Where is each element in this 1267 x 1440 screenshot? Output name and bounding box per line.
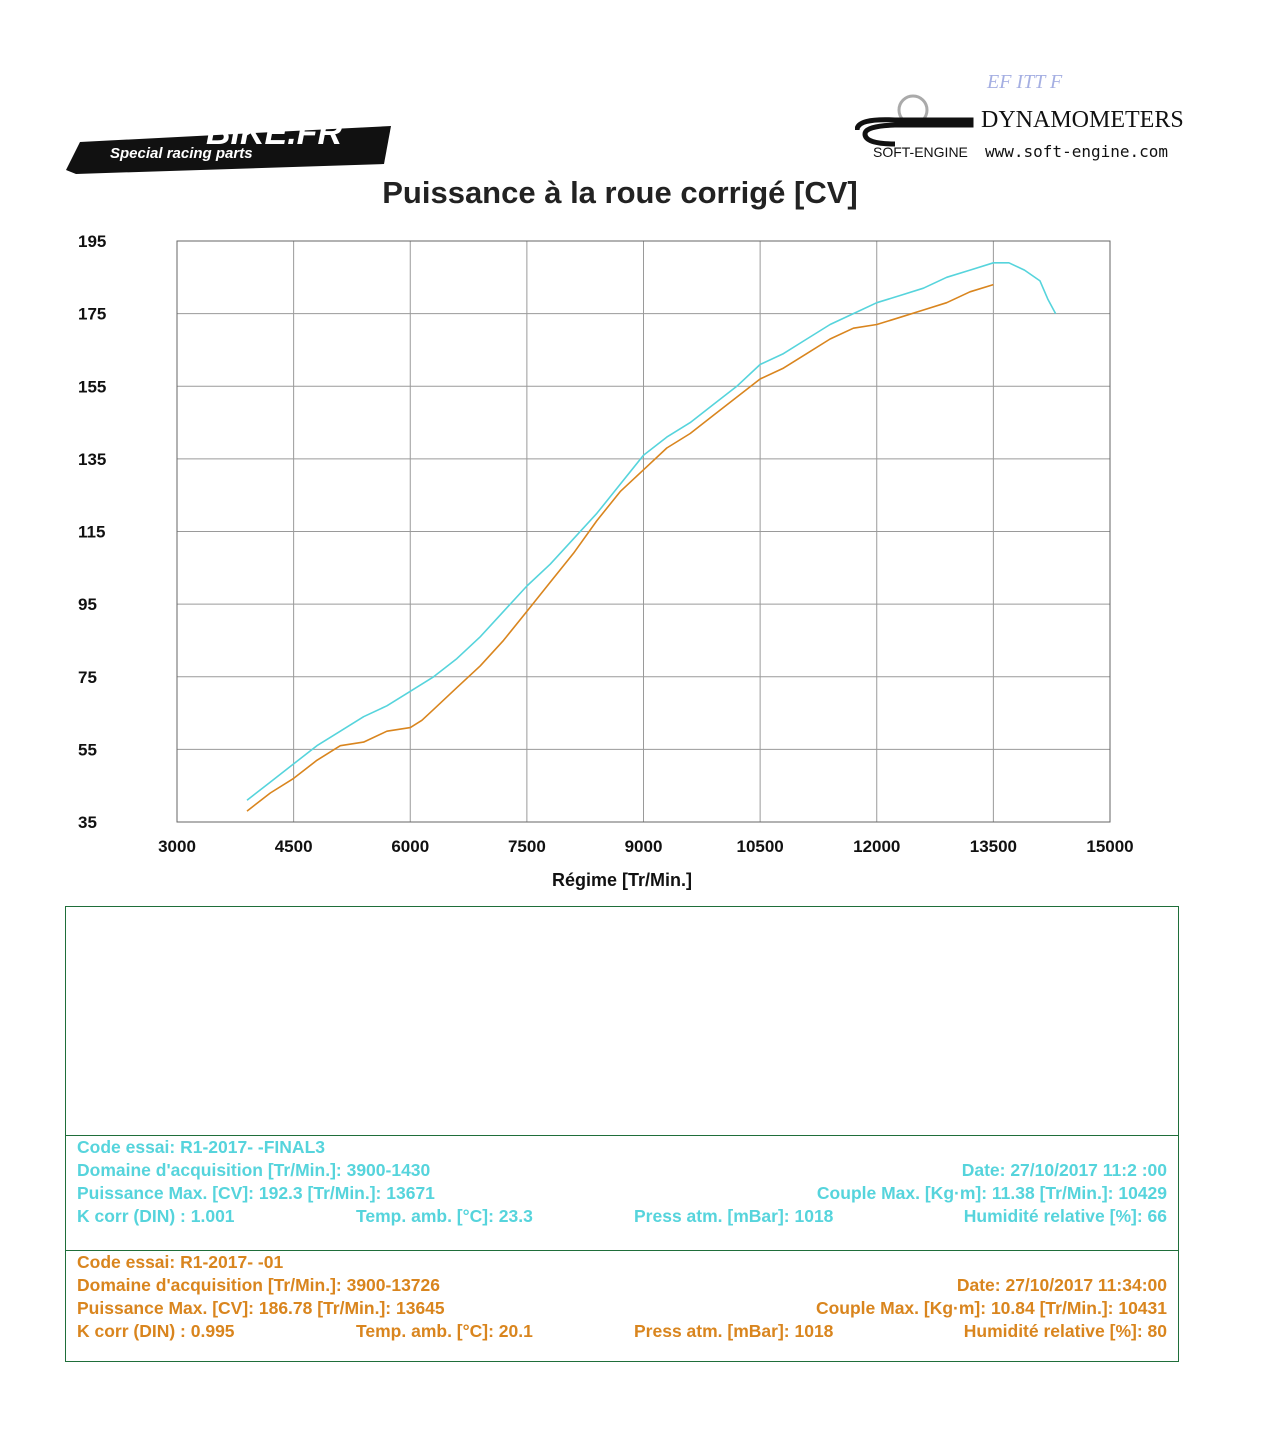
x-axis-title: Régime [Tr/Min.] bbox=[552, 870, 692, 890]
y-tick-label: 135 bbox=[78, 450, 106, 469]
plot-area bbox=[176, 240, 1111, 823]
power-chart: 35 55 75 95 115 135 155 175 195 3000 4500 6000 7500… bbox=[78, 232, 1134, 890]
run1-temp: Temp. amb. [°C]: 23.3 bbox=[356, 1206, 533, 1226]
x-tick-label: 13500 bbox=[970, 837, 1017, 856]
logo-dynamometers: DYNAMOMETERS bbox=[981, 107, 1184, 133]
y-axis-ticks: 35 55 75 95 115 135 155 175 195 bbox=[78, 232, 106, 832]
run-info-2: Code essai: R1-2017- -01 Domaine d'acqui… bbox=[65, 1250, 1179, 1343]
logo-brand-text: BIKE.FR bbox=[206, 114, 342, 152]
x-axis-ticks: 3000 4500 6000 7500 9000 10500 12000 13500 15000 bbox=[158, 837, 1134, 856]
run1-kcorr: K corr (DIN) : 1.001 bbox=[77, 1206, 235, 1226]
run2-kcorr: K corr (DIN) : 0.995 bbox=[77, 1321, 235, 1341]
soft-engine-logo: EF ITT F DYNAMOMETERS SOFT-ENGINE www.so… bbox=[855, 71, 1184, 161]
y-tick-label: 175 bbox=[78, 305, 106, 324]
chart-series bbox=[246, 261, 1057, 812]
y-tick-label: 35 bbox=[78, 813, 97, 832]
run1-power: Puissance Max. [CV]: 192.3 [Tr/Min.]: 13… bbox=[77, 1183, 435, 1203]
run2-domain: Domaine d'acquisition [Tr/Min.]: 3900-13… bbox=[77, 1275, 441, 1295]
run2-date: Date: 27/10/2017 11:34:00 bbox=[956, 1275, 1167, 1295]
x-tick-label: 9000 bbox=[625, 837, 663, 856]
chart-grid bbox=[176, 240, 1111, 823]
logo-tagline: Special racing parts bbox=[110, 145, 253, 162]
chart-title: Puissance à la roue corrigé [CV] bbox=[382, 175, 858, 210]
run2-temp: Temp. amb. [°C]: 20.1 bbox=[356, 1321, 533, 1341]
logo-maker: SOFT-ENGINE bbox=[873, 144, 968, 160]
x-tick-label: 15000 bbox=[1086, 837, 1133, 856]
specialbike-logo: BIKE.FR Special racing parts bbox=[66, 114, 391, 174]
x-tick-label: 4500 bbox=[275, 837, 313, 856]
x-tick-label: 12000 bbox=[853, 837, 900, 856]
run-info-1: Code essai: R1-2017- -FINAL3 Domaine d'a… bbox=[65, 1135, 1179, 1228]
run2-code: Code essai: R1-2017- -01 bbox=[77, 1252, 284, 1272]
x-tick-label: 10500 bbox=[736, 837, 783, 856]
run2-humidity: Humidité relative [%]: 80 bbox=[963, 1321, 1167, 1341]
logo-swoosh-icon bbox=[855, 117, 974, 147]
logo-url: www.soft-engine.com bbox=[985, 142, 1168, 161]
y-tick-label: 155 bbox=[78, 377, 106, 396]
run2-power: Puissance Max. [CV]: 186.78 [Tr/Min.]: 1… bbox=[77, 1298, 445, 1318]
results-panel bbox=[65, 906, 1179, 1362]
run1-press: Press atm. [mBar]: 1018 bbox=[634, 1206, 834, 1226]
series-line-1 bbox=[246, 261, 1057, 801]
y-tick-label: 55 bbox=[78, 740, 97, 759]
x-tick-label: 6000 bbox=[391, 837, 429, 856]
run1-code: Code essai: R1-2017- -FINAL3 bbox=[77, 1137, 325, 1157]
y-tick-label: 95 bbox=[78, 595, 97, 614]
y-tick-label: 75 bbox=[78, 668, 97, 687]
run1-couple: Couple Max. [Kg·m]: 11.38 [Tr/Min.]: 104… bbox=[816, 1183, 1167, 1203]
run1-date: Date: 27/10/2017 11:2 :00 bbox=[961, 1160, 1167, 1180]
series-line-2 bbox=[246, 283, 994, 812]
x-tick-label: 7500 bbox=[508, 837, 546, 856]
run2-press: Press atm. [mBar]: 1018 bbox=[634, 1321, 834, 1341]
y-tick-label: 195 bbox=[78, 232, 106, 251]
y-tick-label: 115 bbox=[78, 523, 105, 542]
run1-humidity: Humidité relative [%]: 66 bbox=[963, 1206, 1167, 1226]
run2-couple: Couple Max. [Kg·m]: 10.84 [Tr/Min.]: 104… bbox=[815, 1298, 1167, 1318]
run1-domain: Domaine d'acquisition [Tr/Min.]: 3900-14… bbox=[77, 1160, 431, 1180]
logo-faint-text: EF ITT F bbox=[986, 71, 1063, 93]
x-tick-label: 3000 bbox=[158, 837, 196, 856]
